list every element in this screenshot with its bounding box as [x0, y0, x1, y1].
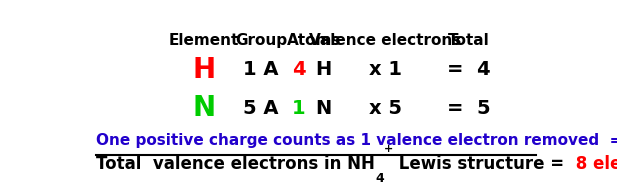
Text: H: H [315, 61, 331, 79]
Text: Element: Element [168, 33, 239, 48]
Text: 4: 4 [375, 172, 384, 185]
Text: 1: 1 [292, 99, 305, 118]
Text: =  4: = 4 [447, 61, 491, 79]
Text: Total  valence electrons in NH: Total valence electrons in NH [96, 155, 375, 173]
Text: One positive charge counts as 1 valence electron removed  =  - 1: One positive charge counts as 1 valence … [96, 133, 617, 148]
Text: x 1: x 1 [369, 61, 402, 79]
Text: Lewis structure =: Lewis structure = [393, 155, 570, 173]
Text: 1 A: 1 A [244, 61, 279, 79]
Text: Atoms: Atoms [287, 33, 341, 48]
Text: 5 A: 5 A [244, 99, 279, 118]
Text: 4: 4 [292, 61, 305, 79]
Text: N: N [193, 94, 215, 122]
Text: N: N [315, 99, 331, 118]
Text: H: H [193, 56, 215, 84]
Text: Group: Group [235, 33, 288, 48]
Text: Total: Total [449, 33, 490, 48]
Text: +: + [384, 144, 393, 154]
Text: =  5: = 5 [447, 99, 491, 118]
Text: x 5: x 5 [369, 99, 402, 118]
Text: Valence electrons: Valence electrons [309, 33, 462, 48]
Text: 8 electrons: 8 electrons [570, 155, 617, 173]
